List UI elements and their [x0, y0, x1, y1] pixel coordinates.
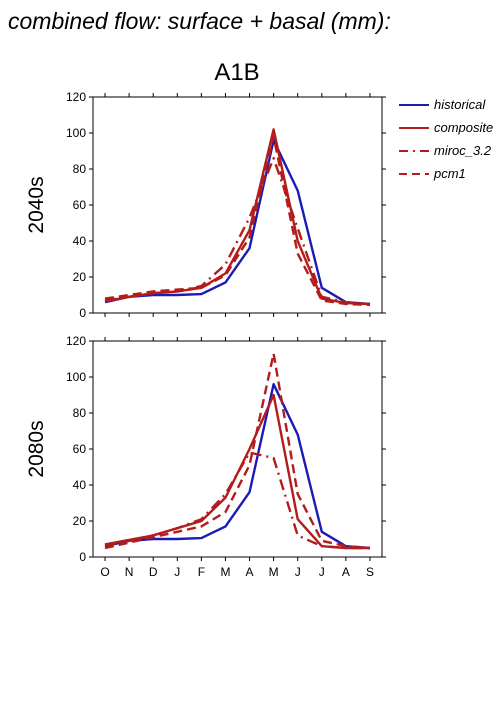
legend: historical composite miroc_3.2 pcm1	[399, 97, 493, 181]
row-label: 2040s	[25, 176, 48, 233]
y-tick-label: 60	[73, 442, 87, 456]
x-tick-label: N	[125, 565, 134, 579]
x-tick-label: A	[246, 565, 254, 579]
y-tick-label: 120	[66, 90, 86, 104]
chart-title: combined flow: surface + basal (mm):	[8, 8, 391, 34]
plot-frame	[92, 340, 383, 558]
series-line-historical	[104, 383, 371, 550]
legend-label: composite	[434, 120, 493, 135]
x-tick-label: M	[269, 565, 279, 579]
y-tick-label: 80	[73, 406, 87, 420]
legend-item: composite	[399, 120, 493, 135]
y-tick-label: 20	[73, 514, 87, 528]
legend-item: historical	[399, 97, 486, 112]
y-tick-label: 100	[66, 370, 86, 384]
panel-2080s: 0 20 40 60 80 100 120 O N D J F M A M J J A S 2080s	[25, 334, 386, 579]
panels-group: 0 20 40 60 80 100 120 2040s 0 20 40 60 80 100 120 O N D J F…	[25, 90, 386, 579]
y-tick-label: 40	[73, 478, 87, 492]
legend-label: miroc_3.2	[434, 143, 492, 158]
panel-2040s: 0 20 40 60 80 100 120 2040s	[25, 90, 386, 320]
y-tick-label: 0	[79, 306, 86, 320]
series-line-miroc-3-2	[104, 451, 370, 550]
legend-label: pcm1	[433, 166, 466, 181]
y-tick-label: 120	[66, 334, 86, 348]
legend-label: historical	[434, 97, 486, 112]
x-tick-label: O	[100, 565, 109, 579]
x-tick-label: M	[220, 565, 230, 579]
series-line-pcm1	[104, 352, 371, 550]
x-tick-label: A	[342, 565, 350, 579]
series-line-composite	[104, 393, 370, 550]
y-tick-label: 20	[73, 270, 87, 284]
legend-item: miroc_3.2	[399, 143, 492, 158]
series-line-historical	[104, 138, 371, 306]
y-tick-label: 80	[73, 162, 87, 176]
series-line-pcm1	[104, 135, 371, 307]
series-line-composite	[104, 128, 371, 306]
x-tick-label: J	[174, 565, 180, 579]
y-tick-label: 40	[73, 234, 87, 248]
series-line-miroc-3-2	[104, 156, 371, 306]
x-tick-label: J	[295, 565, 301, 579]
x-tick-label: S	[366, 565, 374, 579]
x-tick-label: D	[149, 565, 158, 579]
chart-subtitle: A1B	[214, 59, 259, 86]
y-tick-label: 0	[79, 550, 86, 564]
x-tick-label: F	[198, 565, 205, 579]
legend-item: pcm1	[399, 166, 466, 181]
x-tick-label: J	[319, 565, 325, 579]
y-tick-label: 100	[66, 126, 86, 140]
plot-frame	[92, 96, 383, 314]
y-tick-label: 60	[73, 198, 87, 212]
row-label: 2080s	[25, 420, 48, 477]
